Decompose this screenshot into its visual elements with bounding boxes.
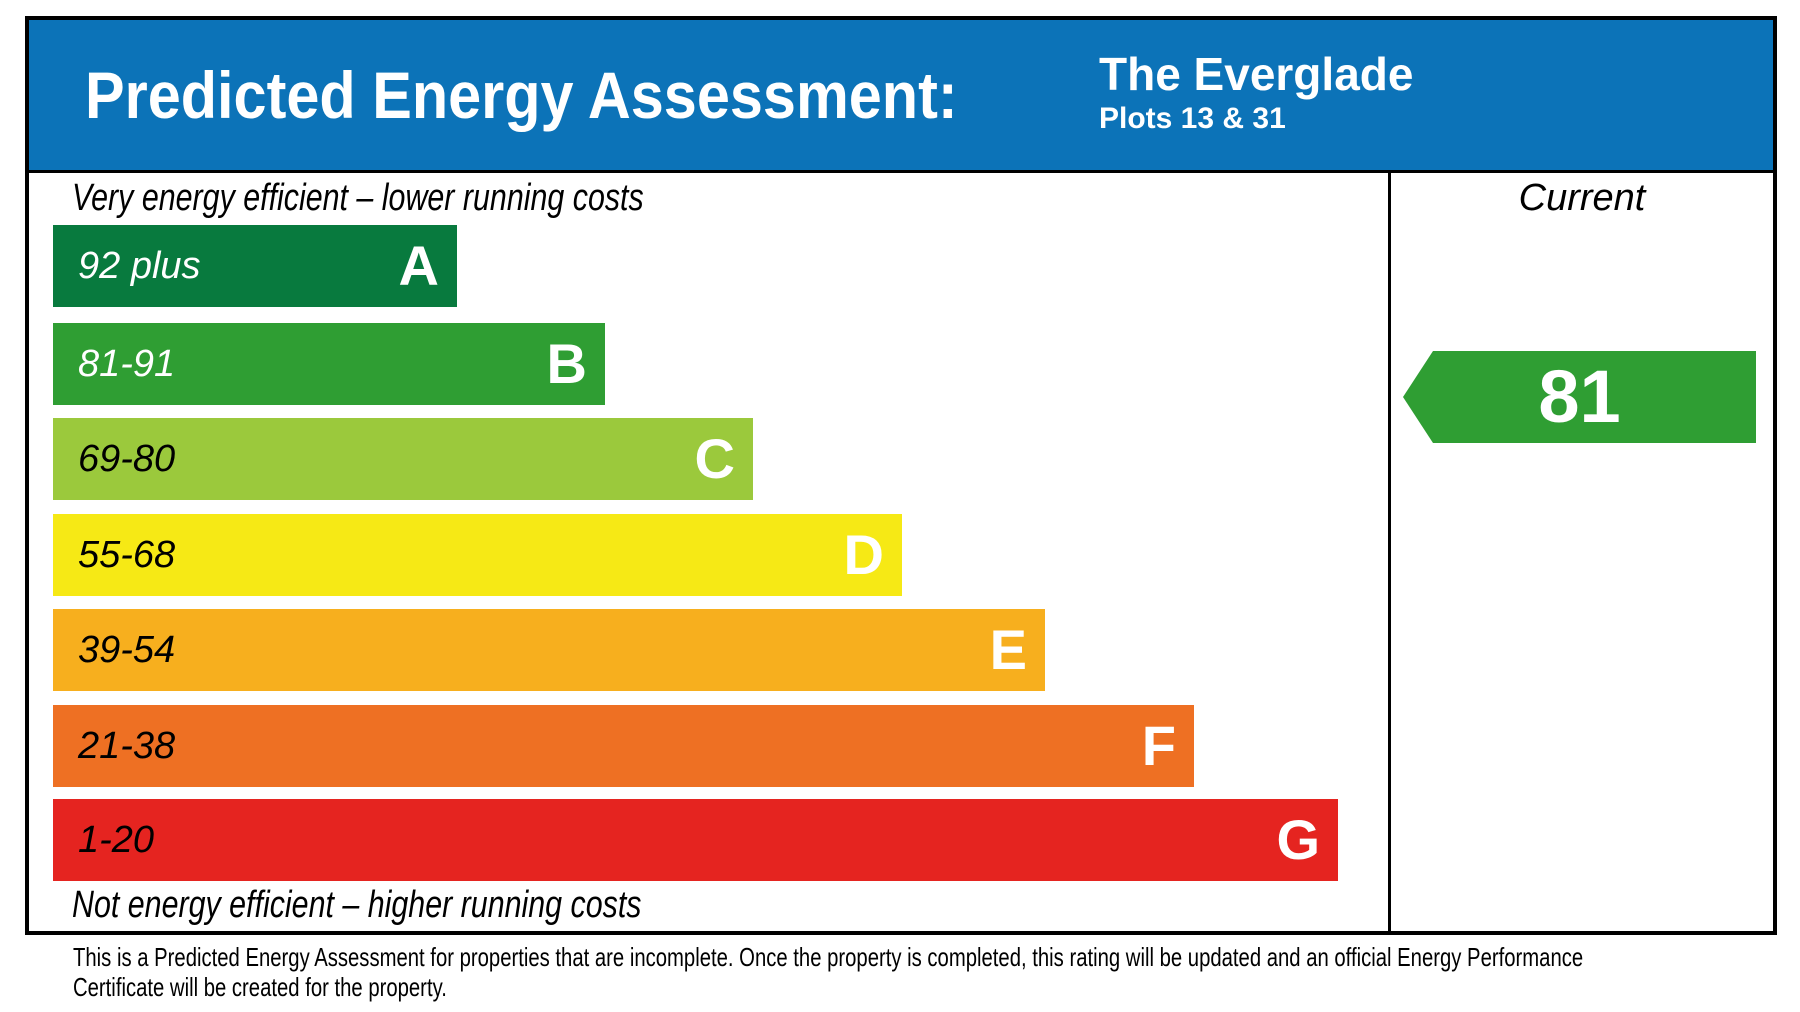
band-letter: G <box>1276 808 1320 871</box>
band-row-f: 21-38 F <box>53 705 1194 787</box>
band-row-a: 92 plus A <box>53 225 457 307</box>
band-range-label: 81-91 <box>78 342 176 385</box>
band-letter: A <box>398 234 439 297</box>
band-letter: C <box>694 427 735 490</box>
band-row-e: 39-54 E <box>53 609 1045 691</box>
epc-chart-frame: Predicted Energy Assessment: The Evergla… <box>25 16 1777 935</box>
band-letter: F <box>1141 714 1176 777</box>
disclaimer-line-2: Certificate will be created for the prop… <box>73 972 447 1002</box>
band-row-b: 81-91 B <box>53 323 605 405</box>
band-range-label: 92 plus <box>78 244 201 287</box>
band-range-label: 39-54 <box>78 628 176 671</box>
current-rating-value: 81 <box>1538 355 1621 438</box>
plots-label: Plots 13 & 31 <box>1099 102 1286 135</box>
current-column-header: Current <box>1518 177 1646 219</box>
band-range-label: 21-38 <box>78 724 176 767</box>
disclaimer-line-1: This is a Predicted Energy Assessment fo… <box>73 942 1584 972</box>
band-range-label: 55-68 <box>78 533 176 576</box>
document-title: Predicted Energy Assessment: <box>85 58 958 132</box>
panel-divider <box>1388 173 1391 931</box>
top-caption: Very energy efficient – lower running co… <box>72 177 644 219</box>
band-row-c: 69-80 C <box>53 418 753 500</box>
band-range-label: 69-80 <box>78 437 176 480</box>
bottom-caption: Not energy efficient – higher running co… <box>72 884 642 926</box>
band-row-d: 55-68 D <box>53 514 902 596</box>
header-banner: Predicted Energy Assessment: The Evergla… <box>29 20 1773 173</box>
band-row-g: 1-20 G <box>53 799 1338 881</box>
band-range-label: 1-20 <box>78 818 155 861</box>
development-name: The Everglade <box>1099 48 1414 100</box>
footer-disclaimer: This is a Predicted Energy Assessment fo… <box>73 942 1800 1002</box>
development-name-block: The Everglade Plots 13 & 31 <box>1099 48 1413 138</box>
current-rating-indicator-arrow: 81 <box>1403 351 1756 443</box>
band-letter: E <box>989 618 1027 681</box>
band-letter: B <box>546 332 587 395</box>
band-letter: D <box>843 523 884 586</box>
